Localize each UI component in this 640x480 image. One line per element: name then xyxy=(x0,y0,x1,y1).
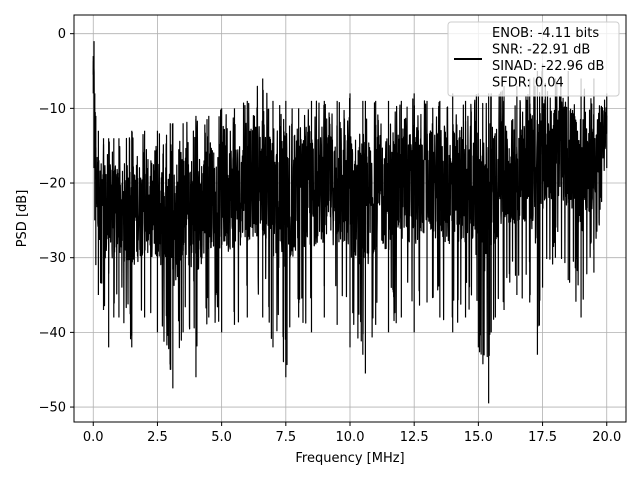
x-tick-label: 12.5 xyxy=(400,430,429,445)
psd-trace xyxy=(92,41,608,404)
x-tick-label: 2.5 xyxy=(147,430,168,445)
x-tick-label: 5.0 xyxy=(211,430,232,445)
legend-entry-sinad: SINAD: -22.96 dB xyxy=(492,59,604,74)
y-tick-label: −30 xyxy=(39,251,66,266)
x-axis-ticks: 0.0 2.5 5.0 7.5 10.0 12.5 15.0 17.5 20.0 xyxy=(83,422,621,445)
y-tick-label: −20 xyxy=(39,177,66,192)
x-tick-label: 10.0 xyxy=(336,430,365,445)
legend-box xyxy=(447,21,620,97)
y-tick-label: −40 xyxy=(39,326,66,341)
legend-entry-sfdr: SFDR: 0.04 xyxy=(492,76,564,91)
y-tick-label: −50 xyxy=(39,401,66,416)
legend-entry-enob: ENOB: -4.11 bits xyxy=(492,26,599,41)
x-tick-label: 0.0 xyxy=(83,430,104,445)
y-axis-label: PSD [dB] xyxy=(15,190,30,248)
x-tick-label: 20.0 xyxy=(592,430,621,445)
x-axis-label: Frequency [MHz] xyxy=(295,451,404,466)
x-tick-label: 7.5 xyxy=(275,430,296,445)
x-tick-label: 15.0 xyxy=(464,430,493,445)
y-tick-label: −10 xyxy=(39,102,66,117)
x-tick-label: 17.5 xyxy=(528,430,557,445)
legend: ENOB: -4.11 bits SNR: -22.91 dB SINAD: -… xyxy=(447,21,620,97)
y-tick-label: 0 xyxy=(58,27,66,42)
legend-entry-snr: SNR: -22.91 dB xyxy=(492,43,590,58)
y-axis-ticks: 0 −10 −20 −30 −40 −50 xyxy=(39,27,74,416)
